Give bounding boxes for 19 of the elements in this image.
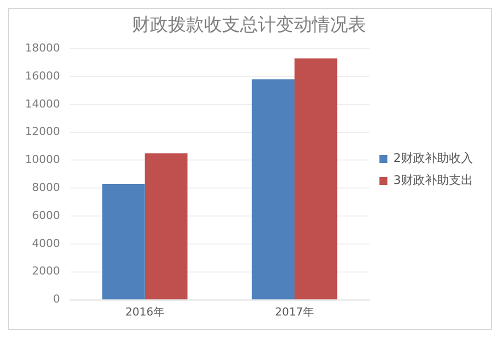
bar xyxy=(294,58,338,300)
bar xyxy=(144,153,188,300)
y-tick-label: 16000 xyxy=(24,69,60,82)
chart-title: 财政拨款收支总计变动情况表 xyxy=(132,14,366,36)
y-tick-label: 10000 xyxy=(24,153,60,166)
legend-label: 2财政补助收入 xyxy=(393,151,474,166)
y-tick-label: 0 xyxy=(52,292,60,306)
y-tick-label: 4000 xyxy=(32,236,60,250)
y-tick-label: 14000 xyxy=(24,97,60,110)
y-tick-label: 2000 xyxy=(32,264,60,278)
legend-label: 3财政补助支出 xyxy=(393,173,474,188)
y-tick-label: 6000 xyxy=(32,208,60,222)
y-tick-label: 8000 xyxy=(32,181,60,194)
y-tick-label: 18000 xyxy=(24,41,60,54)
x-tick-label: 2016年 xyxy=(125,305,164,318)
bar xyxy=(252,79,295,300)
x-tick-label: 2017年 xyxy=(275,305,314,318)
y-tick-label: 12000 xyxy=(24,125,60,138)
bar xyxy=(102,184,145,300)
